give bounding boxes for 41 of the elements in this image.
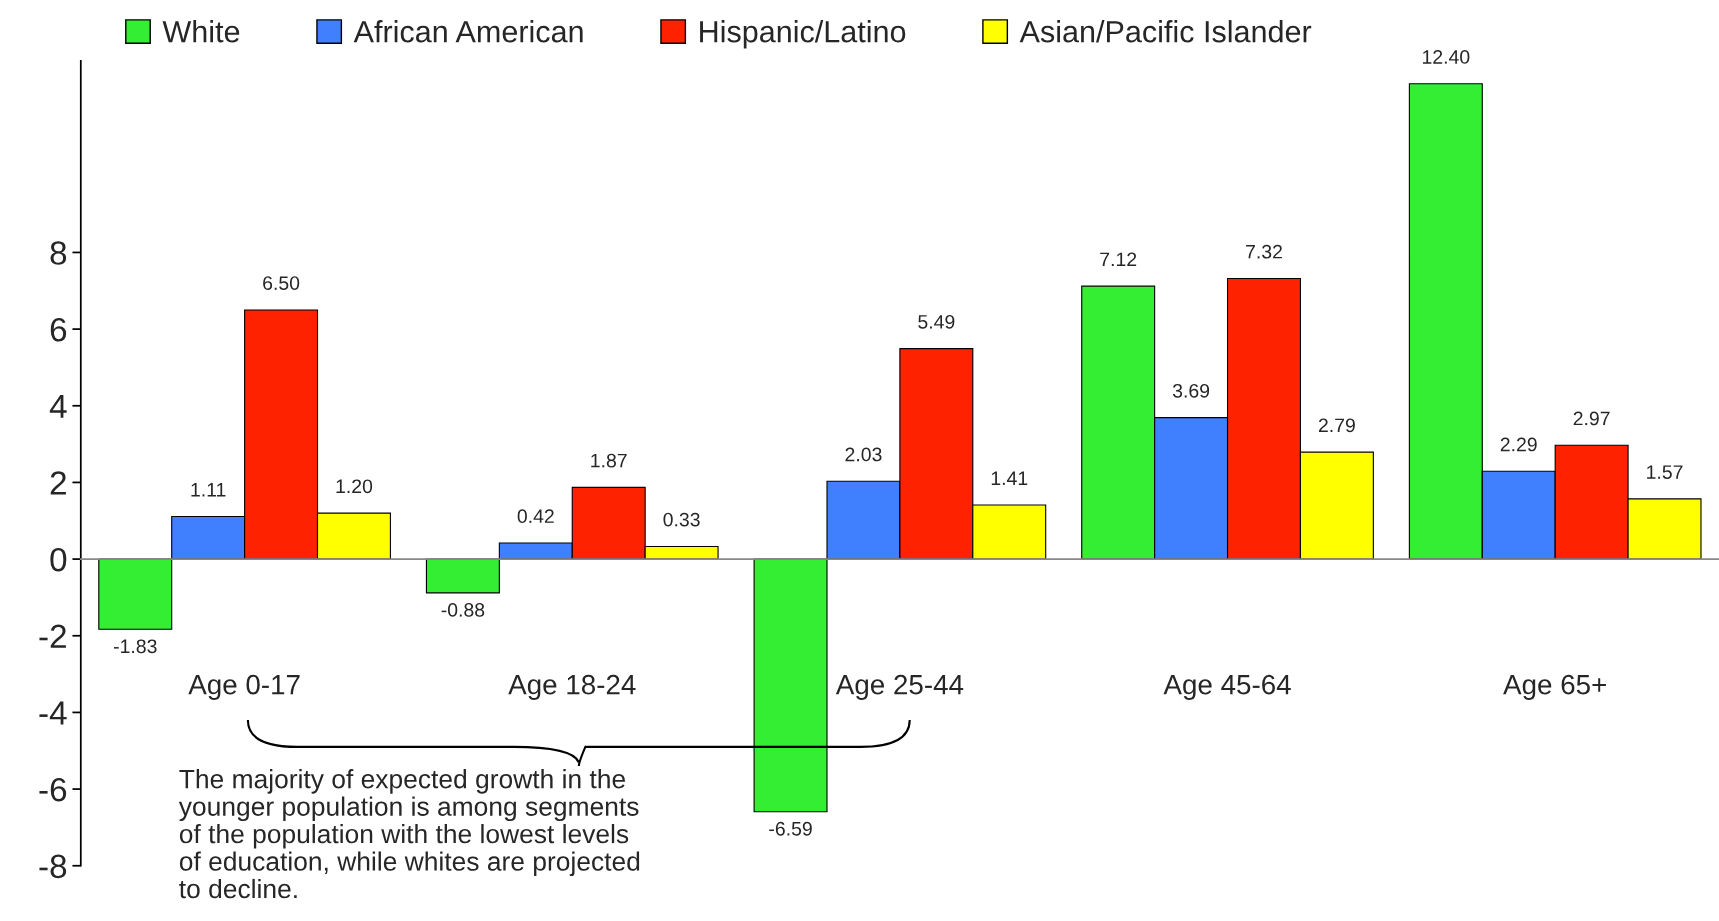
- data-label: 1.11: [191, 483, 226, 497]
- legend-label: Asian/Pacific Islander: [1019, 20, 1312, 43]
- data-label: 2.03: [845, 447, 882, 462]
- data-label: 12.40: [1422, 50, 1470, 64]
- data-label: -6.59: [769, 821, 812, 836]
- data-label: 0.33: [663, 512, 700, 527]
- y-tick-label: 6: [50, 317, 67, 342]
- data-label: 1.87: [591, 453, 627, 468]
- bar: [98, 558, 173, 630]
- legend-label: African American: [353, 20, 583, 43]
- y-tick-label: 8: [50, 241, 67, 265]
- x-tick-label: Age 65+: [1503, 674, 1606, 700]
- data-label: 2.79: [1318, 418, 1355, 433]
- data-label: 1.57: [1647, 465, 1683, 479]
- x-tick-label: Age 18-24: [508, 674, 636, 700]
- data-label: -0.88: [441, 603, 485, 617]
- data-label: 1.41: [991, 471, 1028, 485]
- y-tick-label: -4: [39, 701, 67, 725]
- y-tick-label: 0: [50, 547, 67, 572]
- data-label: 3.69: [1172, 383, 1210, 398]
- annotation: The majority of expected growth in the younger population is among segments of the population with the lowest levels of education, while whites are projected to decline.: [178, 769, 640, 899]
- legend-label: Hispanic/Latino: [700, 20, 906, 49]
- data-label: 1.20: [336, 479, 373, 494]
- legend-label: White: [162, 20, 240, 43]
- x-tick-label: Age 45-64: [1163, 674, 1291, 700]
- x-tick-label: Age 0-17: [188, 674, 300, 700]
- y-tick-label: -8: [39, 854, 67, 879]
- data-label: 0.42: [517, 509, 554, 524]
- data-label: 7.12: [1100, 252, 1137, 267]
- y-tick-label: 2: [50, 471, 66, 495]
- data-label: 7.32: [1246, 244, 1282, 259]
- data-label: -1.83: [113, 639, 157, 654]
- x-tick-label: Age 25-44: [835, 674, 964, 700]
- y-tick-label: -2: [39, 624, 66, 648]
- y-tick-label: -6: [39, 777, 67, 802]
- data-label: 2.97: [1573, 411, 1610, 426]
- data-label: 6.50: [263, 276, 300, 290]
- data-label: 5.49: [918, 314, 955, 329]
- y-tick-label: 4: [49, 394, 67, 418]
- data-label: 2.29: [1500, 437, 1537, 452]
- bar: [425, 558, 500, 594]
